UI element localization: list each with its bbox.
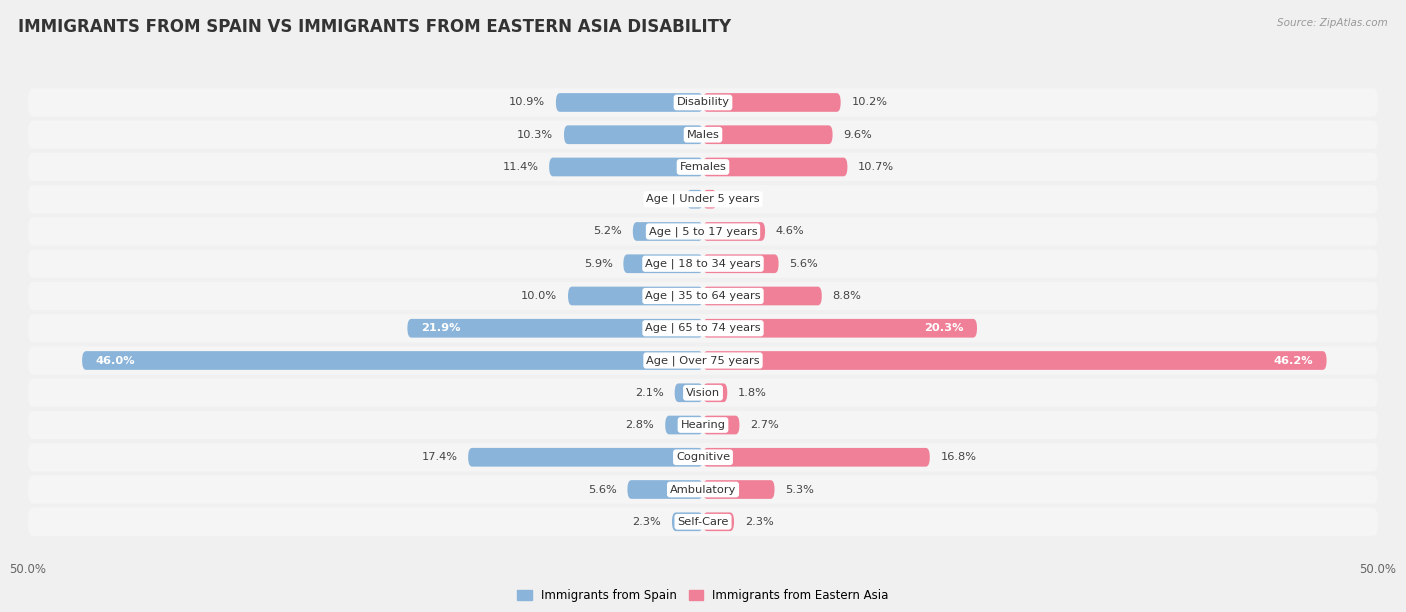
FancyBboxPatch shape <box>408 319 703 338</box>
FancyBboxPatch shape <box>703 222 765 241</box>
FancyBboxPatch shape <box>28 346 1378 375</box>
Text: 9.6%: 9.6% <box>844 130 872 140</box>
Text: Hearing: Hearing <box>681 420 725 430</box>
FancyBboxPatch shape <box>703 190 717 209</box>
Text: Age | 5 to 17 years: Age | 5 to 17 years <box>648 226 758 237</box>
FancyBboxPatch shape <box>703 512 734 531</box>
Text: 1.2%: 1.2% <box>647 194 676 204</box>
FancyBboxPatch shape <box>28 153 1378 181</box>
FancyBboxPatch shape <box>675 383 703 402</box>
Text: 5.2%: 5.2% <box>593 226 621 236</box>
Text: Age | 18 to 34 years: Age | 18 to 34 years <box>645 258 761 269</box>
FancyBboxPatch shape <box>703 351 1327 370</box>
Text: 16.8%: 16.8% <box>941 452 977 462</box>
FancyBboxPatch shape <box>550 158 703 176</box>
Text: 4.6%: 4.6% <box>776 226 804 236</box>
Text: 10.7%: 10.7% <box>858 162 894 172</box>
FancyBboxPatch shape <box>703 255 779 273</box>
Text: 17.4%: 17.4% <box>422 452 457 462</box>
FancyBboxPatch shape <box>633 222 703 241</box>
Text: Self-Care: Self-Care <box>678 517 728 527</box>
Text: 46.0%: 46.0% <box>96 356 135 365</box>
FancyBboxPatch shape <box>703 158 848 176</box>
FancyBboxPatch shape <box>468 448 703 466</box>
FancyBboxPatch shape <box>555 93 703 112</box>
Text: 1.8%: 1.8% <box>738 388 766 398</box>
FancyBboxPatch shape <box>28 314 1378 343</box>
FancyBboxPatch shape <box>703 416 740 435</box>
FancyBboxPatch shape <box>28 282 1378 310</box>
FancyBboxPatch shape <box>28 411 1378 439</box>
Text: Age | Over 75 years: Age | Over 75 years <box>647 355 759 366</box>
Text: 2.8%: 2.8% <box>626 420 654 430</box>
Text: Males: Males <box>686 130 720 140</box>
Text: Ambulatory: Ambulatory <box>669 485 737 494</box>
FancyBboxPatch shape <box>703 448 929 466</box>
Text: 2.3%: 2.3% <box>633 517 661 527</box>
FancyBboxPatch shape <box>28 88 1378 117</box>
Text: Age | 65 to 74 years: Age | 65 to 74 years <box>645 323 761 334</box>
FancyBboxPatch shape <box>623 255 703 273</box>
Text: 10.9%: 10.9% <box>509 97 546 108</box>
Text: Source: ZipAtlas.com: Source: ZipAtlas.com <box>1277 18 1388 28</box>
FancyBboxPatch shape <box>686 190 703 209</box>
Text: Age | Under 5 years: Age | Under 5 years <box>647 194 759 204</box>
FancyBboxPatch shape <box>28 185 1378 214</box>
Text: 11.4%: 11.4% <box>502 162 538 172</box>
FancyBboxPatch shape <box>703 319 977 338</box>
Text: 8.8%: 8.8% <box>832 291 862 301</box>
Text: Females: Females <box>679 162 727 172</box>
Text: 10.3%: 10.3% <box>517 130 553 140</box>
Legend: Immigrants from Spain, Immigrants from Eastern Asia: Immigrants from Spain, Immigrants from E… <box>513 584 893 607</box>
FancyBboxPatch shape <box>703 93 841 112</box>
Text: 21.9%: 21.9% <box>420 323 460 334</box>
FancyBboxPatch shape <box>672 512 703 531</box>
Text: 10.0%: 10.0% <box>522 291 557 301</box>
Text: 20.3%: 20.3% <box>924 323 963 334</box>
Text: 1.0%: 1.0% <box>727 194 756 204</box>
FancyBboxPatch shape <box>703 286 821 305</box>
Text: 5.3%: 5.3% <box>786 485 814 494</box>
Text: 5.6%: 5.6% <box>789 259 818 269</box>
Text: Vision: Vision <box>686 388 720 398</box>
FancyBboxPatch shape <box>28 250 1378 278</box>
FancyBboxPatch shape <box>627 480 703 499</box>
Text: 2.7%: 2.7% <box>751 420 779 430</box>
FancyBboxPatch shape <box>28 507 1378 536</box>
Text: 46.2%: 46.2% <box>1274 356 1313 365</box>
FancyBboxPatch shape <box>703 480 775 499</box>
FancyBboxPatch shape <box>28 121 1378 149</box>
Text: 2.3%: 2.3% <box>745 517 773 527</box>
FancyBboxPatch shape <box>82 351 703 370</box>
Text: 10.2%: 10.2% <box>852 97 887 108</box>
Text: 2.1%: 2.1% <box>636 388 664 398</box>
FancyBboxPatch shape <box>568 286 703 305</box>
FancyBboxPatch shape <box>28 217 1378 245</box>
Text: 5.6%: 5.6% <box>588 485 617 494</box>
FancyBboxPatch shape <box>28 379 1378 407</box>
FancyBboxPatch shape <box>703 125 832 144</box>
FancyBboxPatch shape <box>703 383 727 402</box>
FancyBboxPatch shape <box>28 443 1378 471</box>
FancyBboxPatch shape <box>564 125 703 144</box>
Text: Cognitive: Cognitive <box>676 452 730 462</box>
Text: Age | 35 to 64 years: Age | 35 to 64 years <box>645 291 761 301</box>
Text: Disability: Disability <box>676 97 730 108</box>
FancyBboxPatch shape <box>28 476 1378 504</box>
Text: IMMIGRANTS FROM SPAIN VS IMMIGRANTS FROM EASTERN ASIA DISABILITY: IMMIGRANTS FROM SPAIN VS IMMIGRANTS FROM… <box>18 18 731 36</box>
Text: 5.9%: 5.9% <box>583 259 613 269</box>
FancyBboxPatch shape <box>665 416 703 435</box>
